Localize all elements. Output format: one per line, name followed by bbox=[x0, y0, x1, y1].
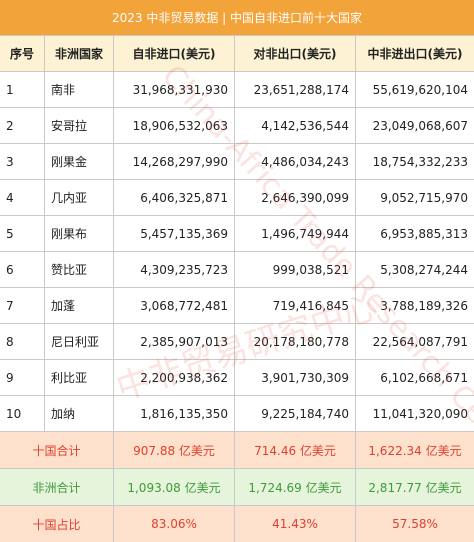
header-cell: 序号 bbox=[0, 36, 44, 71]
summary-label: 十国占比 bbox=[0, 506, 113, 542]
row-index: 6 bbox=[0, 252, 44, 287]
amount-cell: 1,496,749,944 bbox=[235, 216, 355, 251]
amount-cell: 5,457,135,369 bbox=[114, 216, 234, 251]
amount-cell: 14,268,297,990 bbox=[114, 144, 234, 179]
row-index: 2 bbox=[0, 108, 44, 143]
amount-cell: 1,816,135,350 bbox=[114, 396, 234, 431]
country-name: 安哥拉 bbox=[45, 108, 113, 143]
summary-value: 41.43% bbox=[235, 506, 355, 542]
summary-value: 907.88 亿美元 bbox=[114, 432, 234, 468]
amount-cell: 3,788,189,326 bbox=[356, 288, 474, 323]
country-name: 几内亚 bbox=[45, 180, 113, 215]
row-index: 7 bbox=[0, 288, 44, 323]
row-index: 8 bbox=[0, 324, 44, 359]
row-index: 9 bbox=[0, 360, 44, 395]
row-index: 10 bbox=[0, 396, 44, 431]
header-cell: 中非进出口(美元) bbox=[356, 36, 474, 71]
country-name: 南非 bbox=[45, 72, 113, 107]
amount-cell: 9,225,184,740 bbox=[235, 396, 355, 431]
amount-cell: 20,178,180,778 bbox=[235, 324, 355, 359]
row-index: 1 bbox=[0, 72, 44, 107]
summary-value: 83.06% bbox=[114, 506, 234, 542]
amount-cell: 18,906,532,063 bbox=[114, 108, 234, 143]
amount-cell: 3,068,772,481 bbox=[114, 288, 234, 323]
amount-cell: 999,038,521 bbox=[235, 252, 355, 287]
country-name: 尼日利亚 bbox=[45, 324, 113, 359]
amount-cell: 6,953,885,313 bbox=[356, 216, 474, 251]
amount-cell: 2,646,390,099 bbox=[235, 180, 355, 215]
amount-cell: 22,564,087,791 bbox=[356, 324, 474, 359]
amount-cell: 23,049,068,607 bbox=[356, 108, 474, 143]
amount-cell: 23,651,288,174 bbox=[235, 72, 355, 107]
amount-cell: 55,619,620,104 bbox=[356, 72, 474, 107]
header-cell: 自非进口(美元) bbox=[114, 36, 234, 71]
amount-cell: 6,102,668,671 bbox=[356, 360, 474, 395]
country-name: 利比亚 bbox=[45, 360, 113, 395]
amount-cell: 3,901,730,309 bbox=[235, 360, 355, 395]
summary-value: 714.46 亿美元 bbox=[235, 432, 355, 468]
amount-cell: 2,385,907,013 bbox=[114, 324, 234, 359]
summary-label: 十国合计 bbox=[0, 432, 113, 468]
summary-value: 1,622.34 亿美元 bbox=[356, 432, 474, 468]
amount-cell: 4,142,536,544 bbox=[235, 108, 355, 143]
amount-cell: 4,486,034,243 bbox=[235, 144, 355, 179]
amount-cell: 9,052,715,970 bbox=[356, 180, 474, 215]
amount-cell: 31,968,331,930 bbox=[114, 72, 234, 107]
amount-cell: 5,308,274,244 bbox=[356, 252, 474, 287]
country-name: 刚果布 bbox=[45, 216, 113, 251]
row-index: 4 bbox=[0, 180, 44, 215]
summary-label: 非洲合计 bbox=[0, 469, 113, 505]
amount-cell: 18,754,332,233 bbox=[356, 144, 474, 179]
table-title: 2023 中非贸易数据 | 中国自非进口前十大国家 bbox=[0, 0, 474, 35]
row-index: 3 bbox=[0, 144, 44, 179]
header-cell: 对非出口(美元) bbox=[235, 36, 355, 71]
country-name: 刚果金 bbox=[45, 144, 113, 179]
summary-value: 57.58% bbox=[356, 506, 474, 542]
header-cell: 非洲国家 bbox=[45, 36, 113, 71]
summary-value: 1,724.69 亿美元 bbox=[235, 469, 355, 505]
row-index: 5 bbox=[0, 216, 44, 251]
summary-value: 1,093.08 亿美元 bbox=[114, 469, 234, 505]
amount-cell: 11,041,320,090 bbox=[356, 396, 474, 431]
amount-cell: 719,416,845 bbox=[235, 288, 355, 323]
country-name: 加蓬 bbox=[45, 288, 113, 323]
amount-cell: 4,309,235,723 bbox=[114, 252, 234, 287]
country-name: 赞比亚 bbox=[45, 252, 113, 287]
amount-cell: 6,406,325,871 bbox=[114, 180, 234, 215]
amount-cell: 2,200,938,362 bbox=[114, 360, 234, 395]
summary-value: 2,817.77 亿美元 bbox=[356, 469, 474, 505]
country-name: 加纳 bbox=[45, 396, 113, 431]
